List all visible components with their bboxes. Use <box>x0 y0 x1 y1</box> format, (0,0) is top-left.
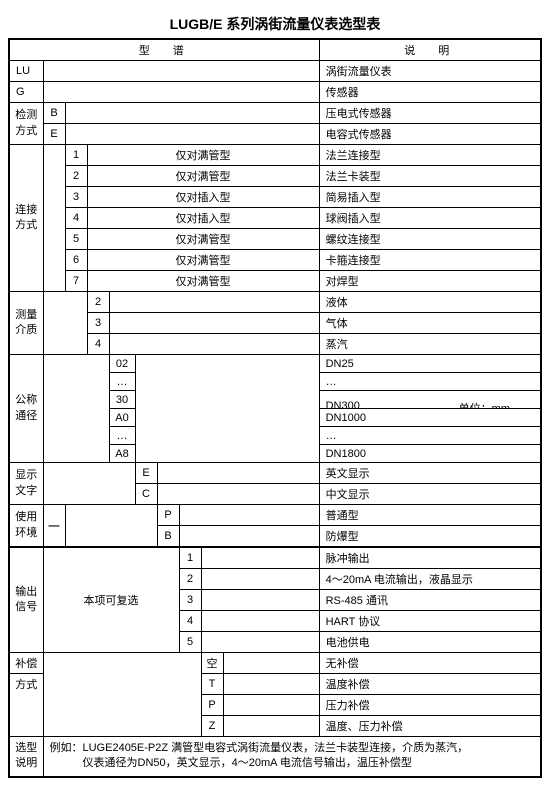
code-out: 1 <box>179 547 201 569</box>
code-out: 4 <box>179 611 201 632</box>
label-disp: 显示文字 <box>9 463 43 505</box>
label-medium: 测量介质 <box>9 292 43 355</box>
desc-conn: 法兰连接型 <box>319 145 541 166</box>
code-env-p: P <box>157 505 179 526</box>
desc-out: HART 协议 <box>319 611 541 632</box>
label-comp2: 方式 <box>9 674 43 737</box>
desc-comp: 温度补偿 <box>319 674 541 695</box>
desc-comp: 温度、压力补偿 <box>319 716 541 737</box>
code-medium: 2 <box>87 292 109 313</box>
mid-conn: 仅对满管型 <box>87 229 319 250</box>
mid-conn: 仅对满管型 <box>87 145 319 166</box>
desc-env-p: 普通型 <box>319 505 541 526</box>
desc-disp-c: 中文显示 <box>319 484 541 505</box>
code-out: 3 <box>179 590 201 611</box>
desc-dn: DN25 <box>319 355 541 373</box>
code-conn: 5 <box>65 229 87 250</box>
desc-disp-e: 英文显示 <box>319 463 541 484</box>
code-env-b: B <box>157 526 179 548</box>
code-dn: A8 <box>109 445 135 463</box>
code-comp: Z <box>201 716 223 737</box>
desc-medium: 气体 <box>319 313 541 334</box>
code-conn: 3 <box>65 187 87 208</box>
code-medium: 3 <box>87 313 109 334</box>
code-conn: 7 <box>65 271 87 292</box>
code-comp: 空 <box>201 653 223 674</box>
desc-detect-b: 压电式传感器 <box>319 103 541 124</box>
label-detect: 检测方式 <box>9 103 43 145</box>
desc-dn: DN300 单位：mm <box>319 391 541 409</box>
desc-conn: 简易插入型 <box>319 187 541 208</box>
example-text: 例如：LUGE2405E-P2Z 满管型电容式涡街流量仪表，法兰卡装型连接，介质… <box>43 737 541 777</box>
desc-dn: DN1800 <box>319 445 541 463</box>
code-lu: LU <box>9 61 43 82</box>
code-g: G <box>9 82 43 103</box>
code-dn: … <box>109 427 135 445</box>
desc-env-b: 防爆型 <box>319 526 541 548</box>
desc-conn: 卡箍连接型 <box>319 250 541 271</box>
page-title: LUGB/E 系列涡街流量仪表选型表 <box>8 14 542 34</box>
desc-detect-e: 电容式传感器 <box>319 124 541 145</box>
desc-conn: 法兰卡装型 <box>319 166 541 187</box>
dn-unit: 单位：mm <box>459 400 510 409</box>
desc-out: 4～20mA 电流输出，液晶显示 <box>319 569 541 590</box>
code-dn: … <box>109 373 135 391</box>
mid-conn: 仅对满管型 <box>87 271 319 292</box>
mid-conn: 仅对插入型 <box>87 187 319 208</box>
code-conn: 4 <box>65 208 87 229</box>
code-disp-c: C <box>135 484 157 505</box>
desc-medium: 液体 <box>319 292 541 313</box>
label-comp: 补偿 <box>9 653 43 674</box>
code-out: 5 <box>179 632 201 653</box>
code-detect-e: E <box>43 124 65 145</box>
code-disp-e: E <box>135 463 157 484</box>
desc-comp: 无补偿 <box>319 653 541 674</box>
code-comp: P <box>201 695 223 716</box>
label-env: 使用环境 <box>9 505 43 548</box>
code-dn: 30 <box>109 391 135 409</box>
desc-conn: 螺纹连接型 <box>319 229 541 250</box>
mid-conn: 仅对满管型 <box>87 166 319 187</box>
code-conn: 1 <box>65 145 87 166</box>
label-dn: 公称通径 <box>9 355 43 463</box>
desc-dn: … <box>319 427 541 445</box>
code-conn: 2 <box>65 166 87 187</box>
label-conn: 连接方式 <box>9 145 43 292</box>
code-detect-b: B <box>43 103 65 124</box>
desc-comp: 压力补偿 <box>319 695 541 716</box>
col-spec: 型 谱 <box>9 39 319 61</box>
out-note: 本项可复选 <box>43 547 179 653</box>
desc-conn: 球阀插入型 <box>319 208 541 229</box>
mid-conn: 仅对满管型 <box>87 250 319 271</box>
code-comp: T <box>201 674 223 695</box>
code-out: 2 <box>179 569 201 590</box>
desc-conn: 对焊型 <box>319 271 541 292</box>
env-dash: — <box>43 505 65 548</box>
desc-dn: DN1000 <box>319 409 541 427</box>
code-dn: A0 <box>109 409 135 427</box>
selection-table: 型 谱 说 明 LU 涡街流量仪表 G 传感器 检测方式 B 压电式传感器 E … <box>8 38 542 778</box>
label-example: 选型说明 <box>9 737 43 777</box>
desc-g: 传感器 <box>319 82 541 103</box>
code-conn: 6 <box>65 250 87 271</box>
desc-dn: … <box>319 373 541 391</box>
desc-out: RS-485 通讯 <box>319 590 541 611</box>
label-out: 输出信号 <box>9 547 43 653</box>
desc-lu: 涡街流量仪表 <box>319 61 541 82</box>
col-desc: 说 明 <box>319 39 541 61</box>
desc-medium: 蒸汽 <box>319 334 541 355</box>
code-dn: 02 <box>109 355 135 373</box>
desc-out: 脉冲输出 <box>319 547 541 569</box>
desc-out: 电池供电 <box>319 632 541 653</box>
code-medium: 4 <box>87 334 109 355</box>
mid-conn: 仅对插入型 <box>87 208 319 229</box>
